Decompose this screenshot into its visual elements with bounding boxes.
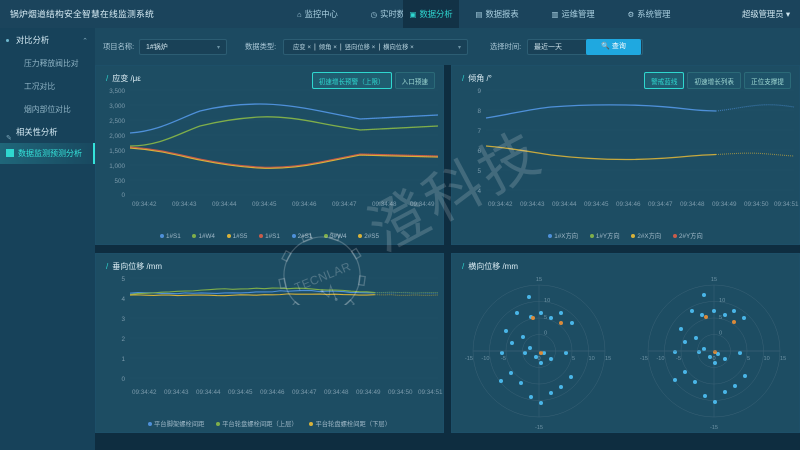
svg-text:09:34:51: 09:34:51 [418,389,443,396]
svg-text:09:34:48: 09:34:48 [680,201,705,208]
svg-text:1,500: 1,500 [109,148,125,155]
svg-text:09:34:43: 09:34:43 [172,201,197,208]
svg-text:5: 5 [121,276,125,283]
svg-text:3,500: 3,500 [109,88,125,95]
svg-text:2,500: 2,500 [109,118,125,125]
svg-text:09:34:49: 09:34:49 [410,201,435,208]
svg-text:09:34:47: 09:34:47 [292,389,317,396]
svg-text:7: 7 [477,128,481,135]
svg-text:09:34:48: 09:34:48 [372,201,397,208]
svg-text:2,000: 2,000 [109,133,125,140]
svg-text:09:34:44: 09:34:44 [552,201,577,208]
svg-text:09:34:46: 09:34:46 [616,201,641,208]
svg-text:4: 4 [477,188,481,195]
svg-text:6: 6 [477,148,481,155]
svg-text:09:34:47: 09:34:47 [648,201,673,208]
svg-text:09:34:51: 09:34:51 [774,201,799,208]
svg-text:09:34:45: 09:34:45 [584,201,609,208]
svg-text:0: 0 [121,376,125,383]
svg-text:500: 500 [114,178,125,185]
svg-text:09:34:48: 09:34:48 [324,389,349,396]
svg-text:09:34:46: 09:34:46 [260,389,285,396]
svg-text:3,000: 3,000 [109,103,125,110]
svg-text:09:34:44: 09:34:44 [212,201,237,208]
svg-text:3: 3 [121,316,125,323]
svg-text:09:34:50: 09:34:50 [744,201,769,208]
svg-text:09:34:49: 09:34:49 [712,201,737,208]
svg-text:09:34:43: 09:34:43 [520,201,545,208]
svg-text:4: 4 [121,296,125,303]
svg-text:09:34:46: 09:34:46 [292,201,317,208]
svg-text:5: 5 [477,168,481,175]
svg-text:09:34:44: 09:34:44 [196,389,221,396]
svg-text:09:34:45: 09:34:45 [252,201,277,208]
svg-text:9: 9 [477,88,481,95]
svg-text:09:34:50: 09:34:50 [388,389,413,396]
svg-text:2: 2 [121,336,125,343]
svg-text:09:34:42: 09:34:42 [488,201,513,208]
svg-text:1,000: 1,000 [109,163,125,170]
svg-text:09:34:43: 09:34:43 [164,389,189,396]
svg-text:09:34:42: 09:34:42 [132,201,157,208]
svg-text:09:34:47: 09:34:47 [332,201,357,208]
svg-text:1: 1 [121,356,125,363]
svg-text:8: 8 [477,108,481,115]
svg-text:09:34:49: 09:34:49 [356,389,381,396]
svg-text:09:34:45: 09:34:45 [228,389,253,396]
svg-text:09:34:42: 09:34:42 [132,389,157,396]
svg-text:0: 0 [121,192,125,199]
